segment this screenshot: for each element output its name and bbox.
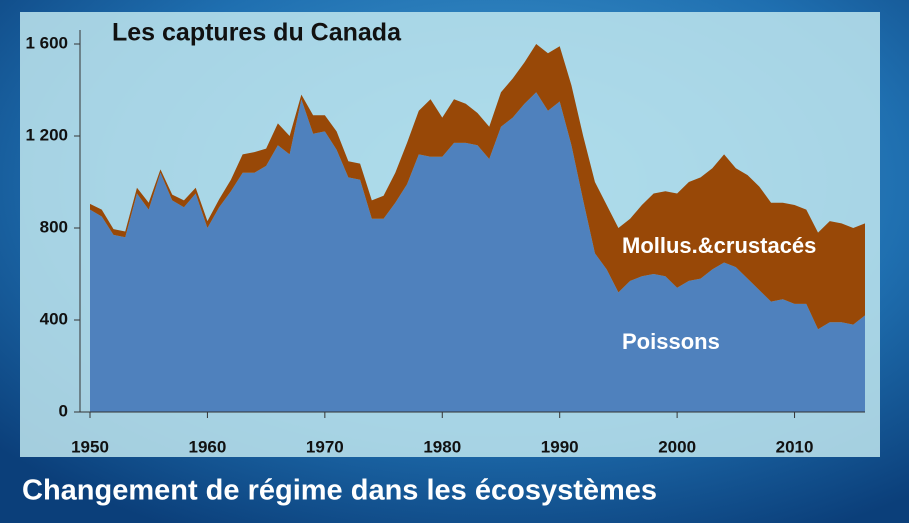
- x-tick-label: 2000: [658, 437, 696, 456]
- y-tick-label: 1 600: [25, 33, 68, 52]
- x-tick-label: 1960: [189, 437, 227, 456]
- x-tick-label: 2010: [776, 437, 814, 456]
- x-tick-label: 1950: [71, 437, 109, 456]
- x-tick-label: 1990: [541, 437, 579, 456]
- chart-title: Les captures du Canada: [112, 19, 402, 47]
- series-label: Poissons: [622, 329, 720, 354]
- y-tick-label: 400: [40, 309, 68, 328]
- area: [90, 44, 865, 330]
- x-tick-label: 1970: [306, 437, 344, 456]
- series-label: Mollus.&crustacés: [622, 233, 816, 258]
- y-tick-label: 1 200: [25, 125, 68, 144]
- y-tick-label: 0: [59, 401, 68, 420]
- y-tick-label: 800: [40, 217, 68, 236]
- area: [90, 92, 865, 413]
- caption: Changement de régime dans les écosystème…: [22, 475, 657, 507]
- x-tick-label: 1980: [423, 437, 461, 456]
